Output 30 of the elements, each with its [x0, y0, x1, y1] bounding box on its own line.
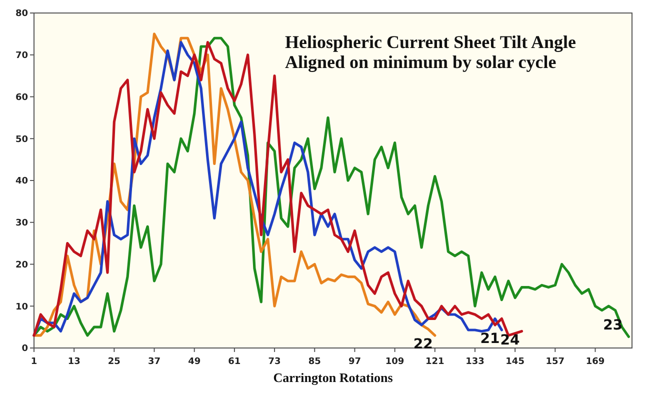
y-tick-label: 60 [15, 92, 28, 103]
text: Heliospheric Current Sheet Tilt Angle [285, 32, 576, 52]
x-tick-label: 169 [586, 357, 605, 367]
x-tick-label: 25 [108, 357, 120, 367]
series-label: 21 [480, 330, 500, 347]
x-tick-label: 145 [506, 357, 524, 367]
y-tick-label: 80 [15, 9, 28, 20]
x-tick-label: 133 [466, 357, 484, 367]
x-tick-label: 37 [148, 357, 161, 367]
x-tick-label: 49 [188, 357, 201, 367]
x-tick-label: 61 [228, 357, 241, 367]
x-tick-label: 13 [68, 357, 80, 367]
y-tick-label: 20 [15, 260, 28, 270]
y-tick-label: 40 [15, 176, 28, 187]
x-tick-label: 73 [268, 357, 281, 367]
y-tick-label: 0 [22, 344, 28, 354]
x-tick-label: 85 [308, 357, 321, 367]
text: Aligned on minimum by solar cycle [285, 52, 556, 72]
y-tick-label: 50 [15, 134, 28, 145]
y-tick-label: 10 [15, 302, 28, 312]
y-tick-label: 70 [15, 51, 28, 62]
x-tick-label: 1 [30, 357, 38, 367]
series-label: 24 [500, 332, 520, 348]
x-tick-label: 109 [385, 357, 404, 367]
x-tick-label: 121 [425, 357, 444, 367]
y-tick-label: 30 [15, 218, 28, 229]
x-tick-label: 97 [348, 357, 361, 367]
series-label: 23 [603, 318, 623, 334]
x-tick-label: 157 [546, 357, 565, 367]
x-axis-title: Carrington Rotations [273, 370, 393, 385]
